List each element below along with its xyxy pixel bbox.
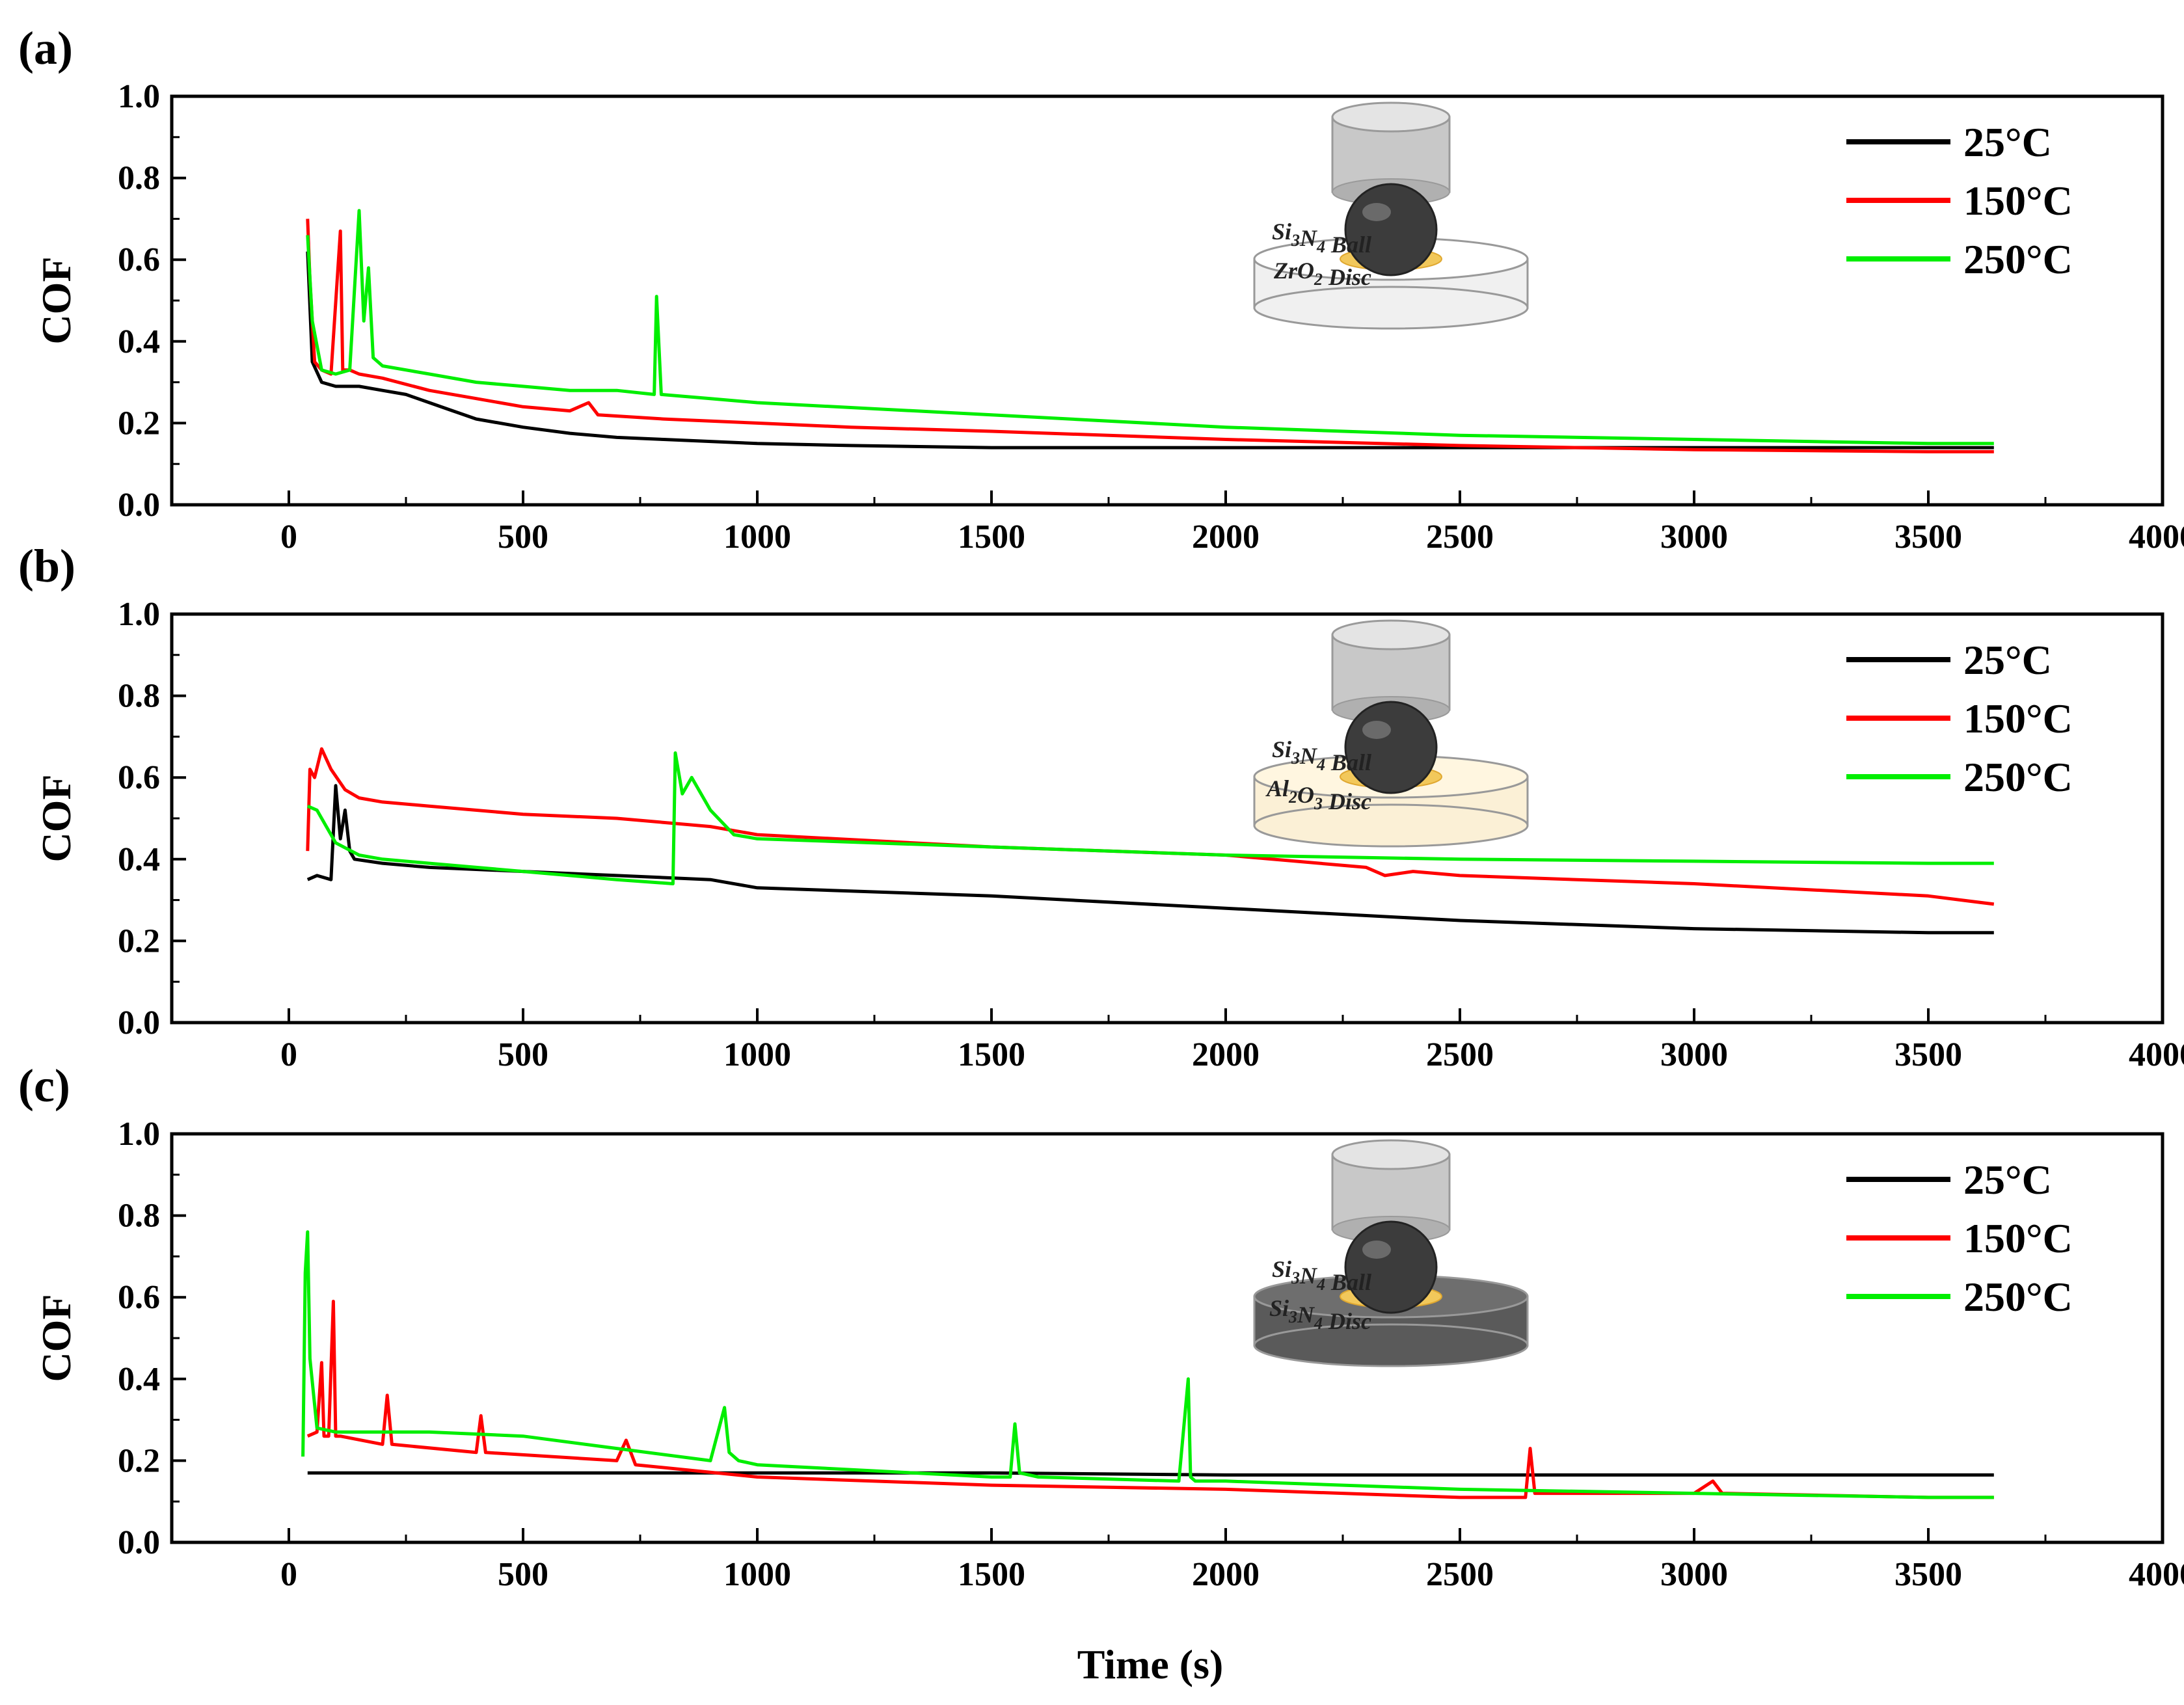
series-line-25°C: [306, 251, 1994, 450]
y-tick-label: 0.6: [118, 1279, 160, 1316]
disc-label: Si3N4 Disc: [1269, 1295, 1371, 1334]
ball-highlight: [1362, 1241, 1391, 1259]
y-axis-label: COF: [33, 1294, 79, 1382]
legend-label: 25°C: [1963, 119, 2052, 165]
y-tick-label: 0.2: [118, 922, 160, 960]
x-tick-label: 2000: [1192, 1556, 1260, 1593]
x-tick-label: 1000: [723, 518, 791, 556]
y-tick-label: 0.2: [118, 1442, 160, 1479]
y-tick-label: 0.4: [118, 323, 160, 360]
y-tick-label: 0.0: [118, 487, 160, 524]
disc-bottom: [1253, 1323, 1529, 1367]
legend-label: 150°C: [1963, 695, 2073, 742]
ball-highlight: [1362, 721, 1391, 739]
y-tick-label: 0.8: [118, 678, 160, 715]
x-tick-label: 3000: [1660, 1556, 1728, 1593]
y-tick-label: 0.0: [118, 1004, 160, 1041]
x-tick-label: 2000: [1192, 1036, 1260, 1073]
y-tick-label: 0.0: [118, 1524, 160, 1561]
panel-c: (c) 0.0 0.2 0.4 0.6 0.8 1.0 0 500 1000 1500 2000 250…: [18, 1060, 2184, 1593]
x-tick-label: 2500: [1426, 518, 1494, 556]
ball: [1344, 1220, 1438, 1314]
holder-top: [1331, 101, 1451, 133]
plot-frame: [170, 612, 2164, 1025]
ball: [1344, 701, 1438, 794]
series-line-250°C: [306, 751, 1994, 885]
x-tick-label: 0: [280, 518, 297, 556]
series-line-150°C: [306, 1300, 1994, 1499]
panel-label: (b): [18, 540, 75, 592]
x-tick-label: 4000: [2129, 1036, 2184, 1073]
legend-label: 250°C: [1963, 236, 2073, 282]
legend-label: 250°C: [1963, 1274, 2073, 1320]
y-tick-label: 1.0: [118, 596, 160, 633]
y-tick-label: 0.8: [118, 1198, 160, 1235]
x-tick-label: 3500: [1894, 518, 1962, 556]
x-tick-label: 500: [498, 518, 548, 556]
x-tick-label: 3000: [1660, 1036, 1728, 1073]
panel-label: (c): [18, 1060, 70, 1112]
x-tick-label: 1500: [958, 518, 1025, 556]
y-tick-label: 0.6: [118, 241, 160, 278]
disc-label: Al2O3 Disc: [1265, 775, 1371, 814]
legend-label: 150°C: [1963, 1215, 2073, 1261]
x-tick-label: 2500: [1426, 1036, 1494, 1073]
x-tick-label: 0: [280, 1036, 297, 1073]
disc-label: ZrO2 Disc: [1273, 258, 1371, 290]
x-tick-label: 4000: [2129, 518, 2184, 556]
series-line-25°C: [307, 1471, 1994, 1477]
panel-b: (b) 0.0 0.2 0.4 0.6 0.8 1.0 0 500 1000 1500 2000 250…: [18, 540, 2184, 1073]
series-line-250°C: [306, 209, 1994, 446]
series-line-150°C: [306, 747, 1995, 906]
x-axis-label: Time (s): [1077, 1641, 1224, 1687]
y-tick-label: 0.2: [118, 405, 160, 442]
disc-bottom: [1253, 803, 1529, 848]
panel-a: (a) 0.0 0.2 0.4 0.6 0.8 1.0 0 500 1000 1500 2000 250…: [18, 22, 2184, 556]
x-tick-label: 3000: [1660, 518, 1728, 556]
ball-label: Si3N4 Ball: [1272, 1256, 1371, 1295]
x-tick-label: 1000: [723, 1556, 791, 1593]
series-line-250°C: [301, 1230, 1994, 1499]
holder-top: [1331, 1139, 1451, 1170]
holder-top: [1331, 619, 1451, 651]
panel-label: (a): [18, 22, 73, 74]
series-line-150°C: [306, 219, 1994, 453]
legend-label: 25°C: [1963, 1157, 2052, 1203]
ball-label: Si3N4 Ball: [1272, 736, 1371, 775]
y-tick-label: 0.4: [118, 841, 160, 878]
x-tick-label: 2000: [1192, 518, 1260, 556]
x-tick-label: 3500: [1894, 1036, 1962, 1073]
series-line-25°C: [306, 784, 1994, 935]
y-tick-label: 1.0: [118, 1116, 160, 1153]
x-tick-label: 1000: [723, 1036, 791, 1073]
x-tick-label: 1500: [958, 1036, 1025, 1073]
legend-label: 250°C: [1963, 754, 2073, 800]
x-tick-label: 3500: [1894, 1556, 1962, 1593]
y-axis-label: COF: [33, 774, 79, 862]
x-tick-label: 2500: [1426, 1556, 1494, 1593]
y-tick-label: 0.8: [118, 160, 160, 197]
x-tick-label: 500: [498, 1556, 548, 1593]
ball-label: Si3N4 Ball: [1272, 219, 1371, 258]
ball-highlight: [1362, 203, 1391, 221]
x-tick-label: 0: [280, 1556, 297, 1593]
ball: [1344, 183, 1438, 276]
legend-label: 25°C: [1963, 637, 2052, 683]
x-tick-label: 500: [498, 1036, 548, 1073]
x-tick-label: 1500: [958, 1556, 1025, 1593]
y-tick-label: 0.4: [118, 1361, 160, 1398]
x-tick-label: 4000: [2129, 1556, 2184, 1593]
y-tick-label: 0.6: [118, 759, 160, 796]
disc-bottom: [1253, 286, 1529, 330]
y-tick-label: 1.0: [118, 78, 160, 115]
y-axis-label: COF: [33, 256, 79, 344]
legend-label: 150°C: [1963, 178, 2073, 224]
